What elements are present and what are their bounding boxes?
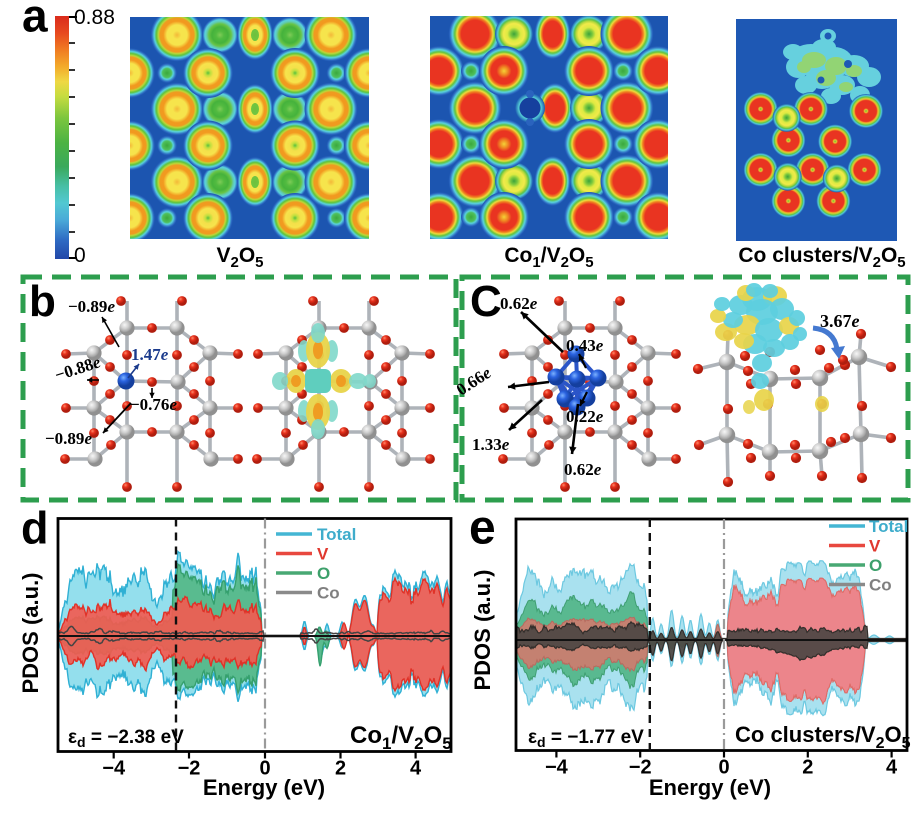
svg-text:Energy (eV): Energy (eV) — [649, 775, 771, 800]
svg-text:−2: −2 — [178, 758, 201, 780]
svg-text:0: 0 — [259, 758, 270, 780]
svg-text:V: V — [869, 537, 881, 556]
svg-text:4: 4 — [886, 757, 898, 779]
svg-text:V2O5: V2O5 — [216, 244, 263, 271]
svg-text:0: 0 — [74, 244, 86, 267]
svg-text:Co1/V2O5: Co1/V2O5 — [504, 244, 593, 271]
svg-text:C: C — [470, 277, 502, 326]
svg-text:0.88: 0.88 — [74, 6, 115, 29]
svg-text:1.33e: 1.33e — [472, 435, 510, 454]
svg-text:3.67e: 3.67e — [820, 311, 860, 331]
svg-text:b: b — [29, 277, 56, 326]
svg-text:1.47e: 1.47e — [131, 345, 169, 364]
svg-text:2: 2 — [802, 757, 813, 779]
svg-text:Co: Co — [869, 576, 892, 595]
svg-text:−0.89e: −0.89e — [45, 429, 92, 448]
svg-text:εd = −2.38 eV: εd = −2.38 eV — [68, 727, 184, 750]
svg-text:−4: −4 — [102, 758, 126, 780]
svg-text:Co: Co — [317, 584, 340, 603]
svg-text:−0.89e: −0.89e — [68, 297, 115, 316]
svg-text:0: 0 — [718, 757, 729, 779]
svg-text:0.43e: 0.43e — [566, 336, 604, 355]
svg-text:V: V — [317, 545, 329, 564]
svg-text:PDOS (a.u.): PDOS (a.u.) — [18, 572, 43, 693]
svg-text:−0.76e: −0.76e — [130, 395, 177, 414]
svg-text:Energy (eV): Energy (eV) — [203, 775, 325, 800]
svg-text:PDOS (a.u.): PDOS (a.u.) — [470, 569, 495, 690]
svg-text:εd = −1.77 eV: εd = −1.77 eV — [528, 727, 644, 750]
svg-text:Co clusters/V2O5: Co clusters/V2O5 — [735, 722, 911, 752]
svg-text:−4: −4 — [545, 757, 569, 779]
svg-text:Total: Total — [317, 525, 356, 544]
svg-text:Co clusters/V2O5: Co clusters/V2O5 — [738, 244, 905, 271]
svg-text:0.62e: 0.62e — [500, 294, 538, 313]
svg-text:a: a — [22, 0, 48, 42]
svg-text:2: 2 — [335, 758, 346, 780]
svg-text:0.22e: 0.22e — [566, 407, 604, 426]
svg-text:0.66e: 0.66e — [453, 363, 495, 399]
svg-text:−2: −2 — [629, 757, 652, 779]
svg-text:Total: Total — [869, 517, 908, 536]
svg-text:0.62e: 0.62e — [564, 460, 602, 479]
svg-text:d: d — [21, 503, 49, 554]
svg-text:e: e — [469, 502, 496, 555]
svg-text:O: O — [317, 564, 330, 583]
svg-text:Co1/V2O5: Co1/V2O5 — [350, 722, 452, 753]
svg-text:4: 4 — [410, 758, 422, 780]
svg-text:O: O — [869, 556, 882, 575]
